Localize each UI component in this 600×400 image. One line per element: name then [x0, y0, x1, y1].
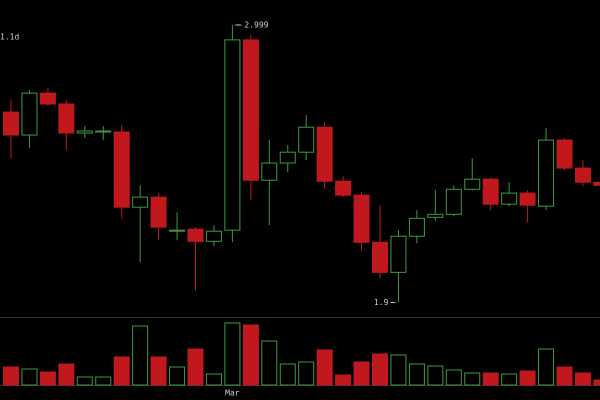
candle-body — [519, 192, 536, 206]
volume-bar — [482, 372, 499, 386]
volume-bar — [279, 363, 296, 386]
volume-bar — [372, 353, 388, 386]
candle-body — [150, 196, 167, 228]
candle-body — [242, 39, 259, 181]
candle-body — [298, 126, 315, 153]
volume-bar — [353, 361, 370, 386]
interval-label: 1.1d — [0, 33, 19, 42]
volume-bar — [261, 340, 278, 386]
candle-body — [58, 103, 75, 134]
volume-bar — [556, 366, 573, 386]
volume-bar — [132, 325, 149, 386]
candle-body — [556, 139, 573, 169]
candle-body — [21, 92, 38, 136]
candle-body — [390, 235, 407, 273]
candle-body — [76, 130, 93, 134]
volume-bar — [113, 356, 130, 386]
candle-body — [224, 39, 241, 231]
candle-body — [95, 130, 112, 133]
high-annotation: 2.999 — [244, 20, 268, 29]
volume-bar — [58, 363, 75, 386]
candle-body — [574, 167, 591, 183]
candle-body — [445, 188, 462, 215]
volume-bar — [538, 348, 555, 386]
volume-bar — [298, 361, 315, 386]
volume-bar — [335, 374, 352, 386]
volume-bar — [3, 366, 19, 386]
candle-body — [132, 196, 149, 208]
candle-body — [113, 131, 130, 208]
volume-bar — [390, 354, 407, 386]
candle-body — [482, 178, 499, 205]
candle-body — [39, 92, 56, 105]
volume-bar — [316, 349, 333, 386]
candle-body — [501, 192, 518, 205]
volume-bar — [187, 348, 204, 386]
volume-bar — [169, 366, 186, 386]
volume-bar — [242, 324, 259, 386]
volume-bar — [427, 365, 444, 386]
candle-body — [261, 162, 278, 181]
volume-bar — [205, 373, 222, 386]
candle-body — [538, 139, 555, 207]
low-annotation: 1.9 — [374, 298, 389, 307]
volume-bar — [445, 369, 462, 386]
volume-bar — [408, 363, 425, 386]
candle-body — [427, 213, 444, 218]
candle-body — [279, 151, 296, 164]
volume-bar — [593, 379, 600, 386]
candle-body — [335, 180, 352, 196]
candle-body — [353, 194, 370, 243]
candle-body — [372, 241, 388, 273]
candle-body — [316, 126, 333, 182]
volume-bar — [76, 376, 93, 386]
volume-bar — [150, 356, 167, 386]
volume-bar — [464, 372, 481, 386]
candle-body — [187, 228, 204, 242]
volume-bar — [224, 322, 241, 386]
x-tick-label: Mar — [225, 389, 240, 398]
volume-bar — [39, 371, 56, 386]
candle-body — [169, 229, 186, 232]
candle-body — [464, 178, 481, 190]
candle-body — [408, 217, 425, 237]
volume-bar — [21, 368, 38, 386]
volume-bar — [574, 372, 591, 386]
volume-bar — [519, 370, 536, 386]
candle-body — [3, 111, 19, 136]
volume-bar — [501, 373, 518, 386]
candle-body — [205, 230, 222, 242]
volume-bar — [95, 376, 112, 386]
candle-body — [593, 181, 600, 186]
